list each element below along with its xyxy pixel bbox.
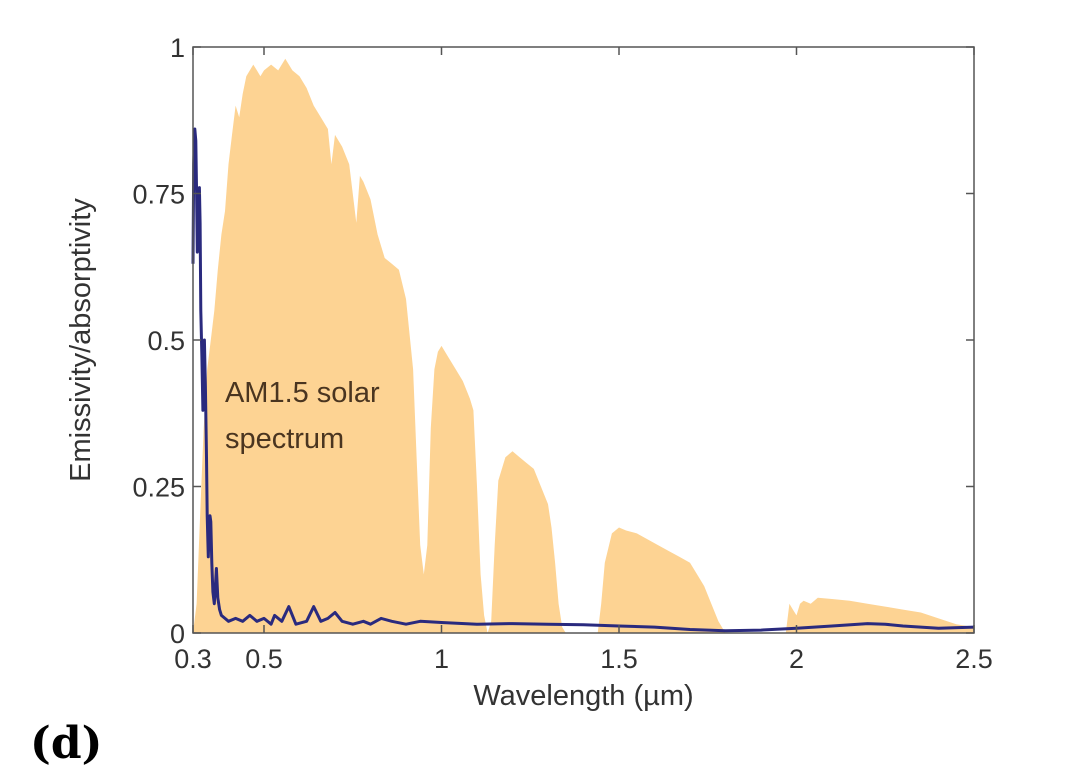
y-axis-ticks: 0 0.25 0.5 0.75 1 — [132, 33, 974, 649]
solar-spectrum-area — [193, 58, 974, 633]
y-tick-label: 0.5 — [147, 326, 185, 356]
annotation-line-2: spectrum — [225, 423, 344, 455]
emissivity-chart: 0.3 0.5 1 1.5 2 2.5 0 0.25 0.5 0.75 1 Wavelength … — [65, 33, 993, 712]
panel-label: (d) — [30, 718, 103, 769]
solar-spectrum-annotation: AM1.5 solar spectrum — [225, 377, 388, 455]
x-tick-label: 1 — [434, 644, 449, 674]
x-tick-label: 0.3 — [174, 644, 212, 674]
x-tick-label: 1.5 — [600, 644, 638, 674]
plot-area — [191, 58, 975, 633]
x-tick-label: 0.5 — [245, 644, 283, 674]
y-axis-label: Emissivity/absorptivity — [65, 198, 97, 482]
x-tick-label: 2 — [789, 644, 804, 674]
y-tick-label: 1 — [170, 33, 185, 63]
y-tick-label: 0 — [170, 619, 185, 649]
annotation-line-1: AM1.5 solar — [225, 377, 380, 409]
x-axis-ticks: 0.3 0.5 1 1.5 2 2.5 — [174, 47, 993, 674]
y-tick-label: 0.75 — [132, 180, 185, 210]
y-tick-label: 0.25 — [132, 473, 185, 503]
x-axis-label: Wavelength (µm) — [473, 680, 693, 712]
emissivity-line — [191, 127, 975, 633]
x-tick-label: 2.5 — [955, 644, 993, 674]
